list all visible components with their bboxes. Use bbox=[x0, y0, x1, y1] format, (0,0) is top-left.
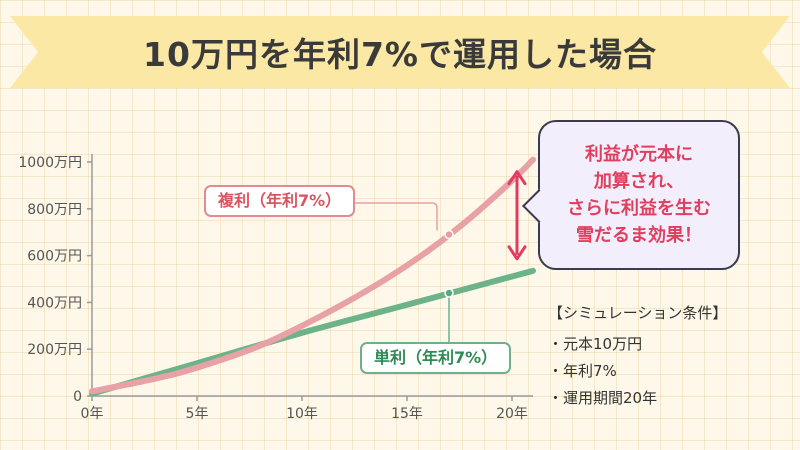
simple-line bbox=[89, 267, 536, 397]
y-tick-label: 200万円 bbox=[27, 342, 82, 358]
compound-marker bbox=[444, 229, 454, 240]
snowball-callout: 利益が元本に 加算され、 さらに利益を生む 雪だるま効果！ bbox=[522, 120, 740, 270]
simple-marker bbox=[444, 288, 454, 298]
x-tick-label: 15年 bbox=[391, 406, 423, 422]
callout-line: 加算され、 bbox=[593, 171, 685, 192]
callout-line: 利益が元本に bbox=[585, 144, 693, 165]
simulation-conditions: 【シミュレーション条件】 ・元本10万円 ・年利7% ・運用期間20年 bbox=[548, 302, 727, 412]
condition-item: ・元本10万円 bbox=[548, 335, 643, 353]
page-title: 10万円を年利7%で運用した場合 bbox=[143, 35, 657, 74]
compound-series-label: 複利（年利7%） bbox=[204, 185, 356, 217]
simple-series-label: 単利（年利7%） bbox=[360, 342, 512, 374]
difference-arrow-head-bottom bbox=[507, 245, 527, 261]
callout-line: 雪だるま効果！ bbox=[576, 225, 702, 246]
x-tick-label: 10年 bbox=[286, 406, 318, 422]
callout-text: 利益が元本に 加算され、 さらに利益を生む 雪だるま効果！ bbox=[567, 141, 711, 249]
x-tick-label: 0年 bbox=[81, 406, 104, 422]
y-tick-label: 1000万円 bbox=[18, 155, 82, 171]
banner-ribbon bbox=[10, 16, 790, 88]
compound-leader-line bbox=[322, 202, 438, 231]
condition-item: ・年利7% bbox=[548, 362, 617, 380]
y-tick-label: 600万円 bbox=[27, 249, 82, 265]
x-tick-label: 20年 bbox=[496, 406, 528, 422]
compound-line bbox=[89, 156, 536, 395]
y-tick-label: 800万円 bbox=[27, 202, 82, 218]
condition-item: ・運用期間20年 bbox=[548, 389, 658, 407]
difference-arrow-head-top bbox=[507, 170, 527, 186]
callout-line: さらに利益を生む bbox=[567, 198, 711, 219]
title-banner: 10万円を年利7%で運用した場合 bbox=[10, 16, 790, 88]
conditions-title: 【シミュレーション条件】 bbox=[548, 304, 728, 322]
x-tick-label: 5年 bbox=[186, 406, 209, 422]
y-tick-label: 400万円 bbox=[27, 295, 82, 311]
y-tick-label: 0 bbox=[73, 389, 82, 405]
